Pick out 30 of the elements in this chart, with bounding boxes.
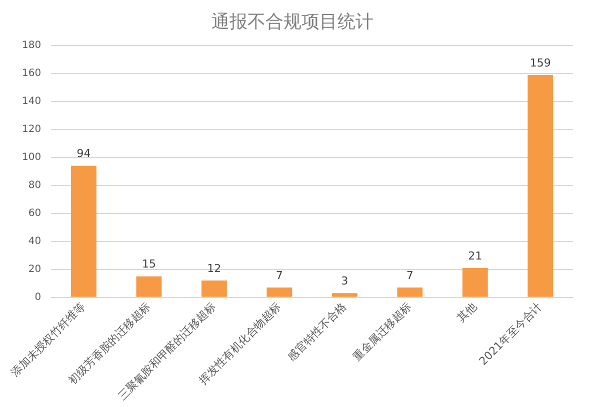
y-tick-label: 0	[34, 292, 42, 303]
bar	[332, 293, 358, 297]
y-tick-label: 20	[28, 264, 42, 275]
y-tick-label: 120	[22, 124, 42, 136]
x-tick-label: 重金属迁移超标	[350, 300, 414, 364]
bar	[136, 276, 162, 297]
x-tick-label: 其他	[454, 300, 480, 325]
y-tick-label: 80	[28, 180, 42, 192]
bar	[70, 166, 96, 297]
data-label: 7	[276, 268, 283, 282]
y-tick-label: 100	[22, 152, 42, 164]
y-tick-label: 140	[22, 96, 42, 108]
data-label: 7	[406, 268, 414, 282]
data-label: 94	[76, 147, 91, 160]
y-tick-label: 40	[28, 236, 42, 247]
data-label: 12	[207, 262, 222, 275]
data-label: 3	[341, 274, 348, 288]
bar	[397, 288, 423, 297]
data-label: 21	[468, 249, 482, 262]
y-tick-label: 60	[28, 208, 42, 220]
chart-title: 通报不合规项目统计	[212, 11, 374, 32]
x-tick-label: 感官特性不合格	[285, 300, 349, 364]
bar	[266, 288, 292, 297]
y-tick-label: 180	[22, 40, 42, 52]
bar	[462, 268, 488, 297]
y-tick-label: 160	[22, 68, 42, 80]
bar	[528, 74, 554, 297]
data-label: 15	[142, 258, 156, 271]
data-label: 159	[530, 56, 551, 70]
bar	[201, 280, 227, 297]
